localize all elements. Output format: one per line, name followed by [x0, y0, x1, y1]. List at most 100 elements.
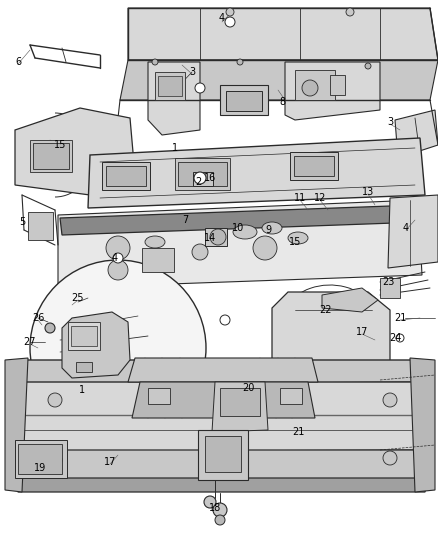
Bar: [175, 158, 230, 190]
Bar: [18, 444, 62, 474]
Polygon shape: [88, 138, 425, 208]
Bar: [290, 152, 338, 180]
Polygon shape: [322, 288, 378, 312]
Bar: [220, 388, 260, 416]
Bar: [106, 166, 146, 186]
Text: 3: 3: [387, 117, 393, 127]
Bar: [295, 70, 335, 100]
Text: 12: 12: [314, 193, 326, 203]
Ellipse shape: [233, 225, 257, 239]
Text: 8: 8: [279, 97, 285, 107]
Text: 20: 20: [242, 383, 254, 393]
Circle shape: [396, 334, 404, 342]
Polygon shape: [220, 85, 268, 115]
Circle shape: [346, 8, 354, 16]
Polygon shape: [60, 205, 422, 235]
Bar: [226, 91, 262, 111]
Text: 25: 25: [72, 293, 84, 303]
Bar: [158, 76, 182, 96]
Text: 1: 1: [79, 385, 85, 395]
Circle shape: [192, 244, 208, 260]
Text: 17: 17: [356, 327, 368, 337]
Circle shape: [108, 260, 128, 280]
Text: 5: 5: [19, 217, 25, 227]
Polygon shape: [128, 358, 318, 382]
Polygon shape: [285, 62, 380, 120]
Polygon shape: [388, 195, 438, 268]
Text: 4: 4: [403, 223, 409, 233]
Polygon shape: [15, 108, 135, 195]
Text: 19: 19: [34, 463, 46, 473]
Text: 16: 16: [204, 173, 216, 183]
Bar: [380, 278, 400, 298]
Text: 15: 15: [289, 237, 301, 247]
Bar: [76, 362, 92, 372]
Bar: [178, 162, 227, 186]
Bar: [142, 248, 174, 272]
Text: 21: 21: [394, 313, 406, 323]
Text: 14: 14: [204, 233, 216, 243]
Circle shape: [210, 229, 226, 245]
Bar: [330, 75, 345, 95]
Circle shape: [195, 83, 205, 93]
Polygon shape: [198, 430, 248, 480]
Circle shape: [152, 59, 158, 65]
Bar: [193, 172, 213, 186]
Polygon shape: [62, 312, 130, 378]
Text: 23: 23: [382, 277, 394, 287]
Text: 3: 3: [189, 67, 195, 77]
Text: 6: 6: [15, 57, 21, 67]
Text: 9: 9: [265, 225, 271, 235]
Polygon shape: [120, 60, 438, 100]
Bar: [68, 322, 100, 350]
Text: 24: 24: [389, 333, 401, 343]
Polygon shape: [410, 358, 435, 492]
Polygon shape: [5, 358, 28, 492]
Text: 1: 1: [172, 143, 178, 153]
Polygon shape: [128, 8, 438, 60]
Text: 4: 4: [219, 13, 225, 23]
Bar: [15, 440, 67, 478]
Text: 27: 27: [24, 337, 36, 347]
Circle shape: [253, 236, 277, 260]
Circle shape: [48, 393, 62, 407]
Text: 7: 7: [182, 215, 188, 225]
Text: 10: 10: [232, 223, 244, 233]
Circle shape: [225, 17, 235, 27]
Bar: [102, 162, 150, 190]
Bar: [294, 156, 334, 176]
Bar: [155, 72, 185, 100]
Bar: [33, 143, 69, 169]
Circle shape: [383, 451, 397, 465]
Text: 17: 17: [104, 457, 116, 467]
Circle shape: [45, 323, 55, 333]
Polygon shape: [395, 110, 438, 158]
Text: 21: 21: [292, 427, 304, 437]
Bar: [71, 326, 97, 346]
Polygon shape: [58, 200, 422, 288]
Circle shape: [48, 453, 62, 467]
Circle shape: [30, 260, 206, 436]
Bar: [205, 228, 227, 246]
Polygon shape: [18, 360, 425, 385]
Bar: [30, 140, 72, 172]
Polygon shape: [15, 478, 428, 492]
Bar: [28, 212, 53, 240]
Polygon shape: [12, 450, 432, 480]
Text: 22: 22: [319, 305, 331, 315]
Circle shape: [215, 515, 225, 525]
Circle shape: [204, 496, 216, 508]
Text: 13: 13: [362, 187, 374, 197]
Polygon shape: [148, 62, 200, 135]
Ellipse shape: [288, 232, 308, 244]
Circle shape: [226, 8, 234, 16]
Circle shape: [302, 80, 318, 96]
Circle shape: [213, 503, 227, 517]
Circle shape: [113, 253, 123, 263]
Bar: [148, 388, 170, 404]
Circle shape: [194, 172, 206, 184]
Circle shape: [106, 236, 130, 260]
Circle shape: [383, 393, 397, 407]
Ellipse shape: [145, 236, 165, 248]
Ellipse shape: [262, 222, 282, 234]
